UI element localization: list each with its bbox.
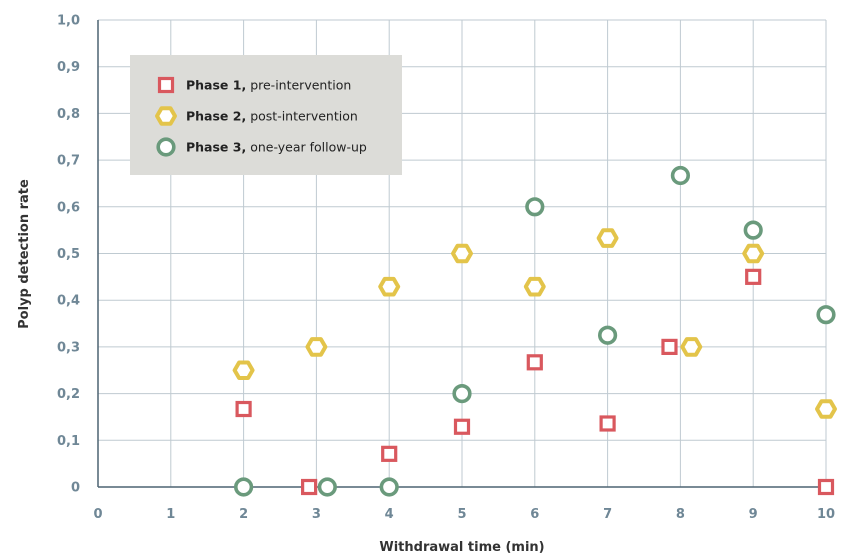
x-tick-label: 5 [457, 507, 466, 522]
legend-label: Phase 3, one-year follow-up [186, 140, 367, 155]
data-points [232, 165, 837, 497]
data-point-circle [234, 477, 254, 497]
legend-marker-square [157, 76, 175, 94]
data-point-hexagon [305, 337, 328, 357]
x-tick-label: 1 [166, 507, 175, 522]
legend-label-phase: Phase 3, [186, 140, 246, 155]
data-point-circle [317, 477, 337, 497]
axes [97, 20, 826, 488]
y-tick-label: 0,6 [57, 200, 80, 215]
y-tick-label: 0,1 [57, 434, 80, 449]
x-tick-label: 6 [530, 507, 539, 522]
data-point-hexagon [680, 337, 703, 357]
data-point-hexagon [451, 243, 473, 264]
legend-marker-circle [156, 137, 176, 157]
x-axis-title: Withdrawal time (min) [379, 540, 544, 555]
legend: Phase 1, pre-intervention Phase 2, post-i… [130, 55, 402, 175]
legend-label-phase: Phase 2, [186, 109, 246, 124]
data-point-square [381, 445, 398, 462]
data-point-hexagon [742, 243, 765, 264]
y-axis-title: Polyp detection rate [17, 179, 32, 329]
data-point-circle [452, 384, 472, 404]
x-tick-labels: 0 1 2 3 4 5 6 7 8 9 10 [93, 507, 835, 522]
y-tick-label: 0,2 [57, 387, 80, 402]
data-point-square [745, 268, 762, 285]
y-tick-label: 0,7 [57, 154, 80, 169]
y-tick-label: 1,0 [57, 14, 80, 29]
data-point-hexagon [815, 399, 837, 419]
legend-label-phase: Phase 1, [186, 78, 246, 93]
x-tick-label: 0 [93, 507, 102, 522]
data-point-circle [525, 197, 545, 217]
data-point-circle [597, 325, 618, 345]
legend-label-description: post-intervention [246, 109, 358, 124]
data-point-square [301, 478, 318, 496]
x-tick-label: 7 [603, 507, 612, 522]
x-tick-label: 9 [749, 507, 758, 522]
data-point-square [817, 478, 835, 496]
data-point-circle [670, 165, 691, 186]
data-point-square [661, 338, 678, 355]
legend-label: Phase 1, pre-intervention [186, 78, 351, 93]
data-point-square [453, 418, 471, 435]
x-tick-label: 8 [676, 507, 685, 522]
data-point-square [599, 415, 616, 432]
y-tick-labels: 0 0,1 0,2 0,3 0,4 0,5 0,6 0,7 0,8 0,9 1,0 [57, 14, 80, 496]
y-tick-label: 0,8 [57, 107, 80, 122]
legend-marker-hexagon [155, 106, 177, 126]
data-point-hexagon [378, 276, 401, 297]
data-point-hexagon [596, 228, 619, 248]
legend-label-description: pre-intervention [246, 78, 351, 93]
y-tick-label: 0 [71, 481, 80, 496]
data-point-square [235, 400, 252, 418]
y-tick-label: 0,3 [57, 340, 80, 355]
data-point-circle [379, 477, 399, 497]
x-tick-label: 2 [239, 507, 248, 522]
y-tick-label: 0,5 [57, 247, 80, 262]
x-tick-label: 4 [385, 507, 394, 522]
legend-label: Phase 2, post-intervention [186, 109, 358, 124]
data-point-hexagon [232, 360, 255, 381]
data-point-hexagon [523, 276, 546, 297]
legend-label-description: one-year follow-up [246, 140, 367, 155]
y-tick-label: 0,9 [57, 60, 80, 75]
x-tick-label: 3 [312, 507, 321, 522]
data-point-circle [743, 220, 763, 240]
data-point-square [526, 354, 543, 371]
x-tick-label: 10 [817, 507, 835, 522]
y-tick-label: 0,4 [57, 294, 80, 309]
grid [98, 19, 827, 487]
data-point-circle [816, 305, 836, 325]
